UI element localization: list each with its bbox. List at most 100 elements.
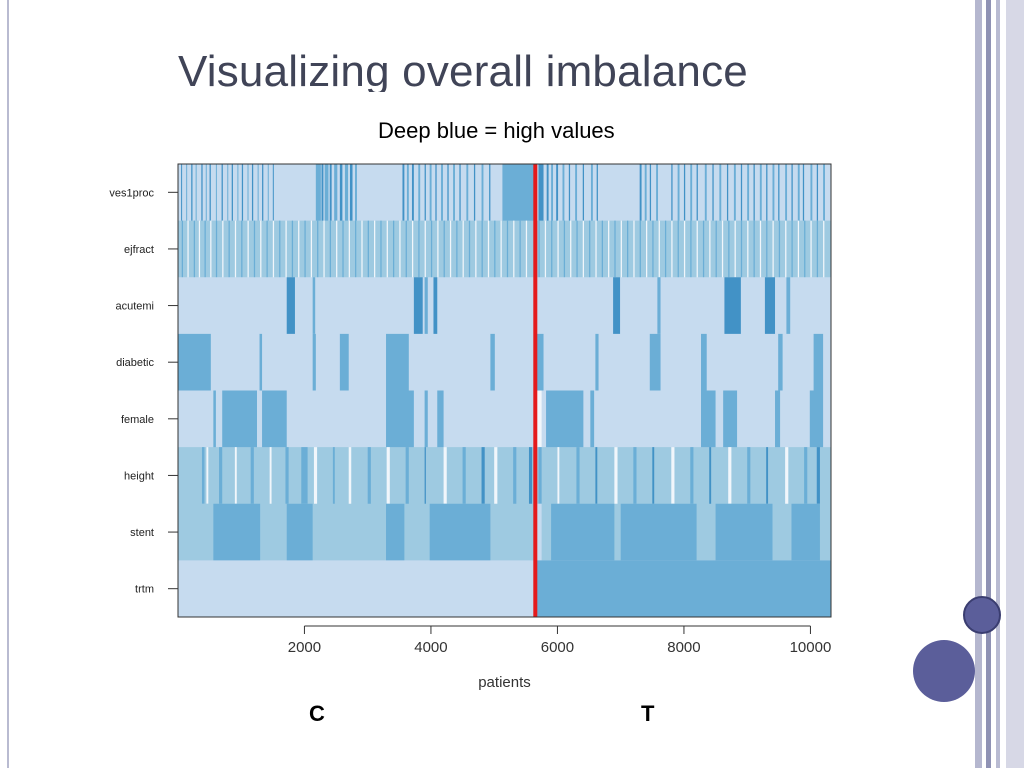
heatmap-cell [241, 164, 244, 222]
heatmap-cell [219, 447, 223, 505]
heatmap-cell [424, 390, 428, 448]
slide-right-band [986, 0, 991, 768]
heatmap-cell [231, 164, 233, 222]
group-label-t: T [641, 701, 655, 726]
heatmap-cell [557, 220, 559, 278]
heatmap-cell [355, 220, 357, 278]
heatmap-cell [633, 220, 635, 278]
heatmap-cell [424, 277, 428, 335]
heatmap-cell [772, 164, 775, 222]
heatmap-cell [701, 390, 716, 448]
heatmap-cell [639, 164, 642, 222]
heatmap-cell [195, 164, 197, 222]
heatmap-cell [525, 220, 528, 278]
heatmap-cell [816, 220, 819, 278]
heatmap-cell [430, 220, 433, 278]
heatmap-cell [726, 164, 729, 222]
heatmap-cell [753, 220, 755, 278]
heatmap-cell [709, 220, 711, 278]
x-tick-label: 2000 [288, 639, 321, 656]
heatmap-cell [329, 220, 332, 278]
slide-right-band [1006, 0, 1024, 768]
group-label-c: C [309, 701, 325, 726]
heatmap-cell [260, 220, 262, 278]
heatmap-cell [557, 447, 560, 505]
heatmap-cell [494, 447, 498, 505]
heatmap-cell [823, 164, 825, 222]
heatmap-cell [644, 164, 647, 222]
heatmap-cell [178, 503, 211, 561]
heatmap-cell [723, 390, 738, 448]
heatmap-cell [386, 333, 409, 391]
decorative-circle-small [963, 596, 1001, 634]
heatmap-cell [466, 164, 469, 222]
heatmap-cell [696, 164, 698, 222]
heatmap-cell [348, 220, 350, 278]
heatmap-cell [237, 164, 239, 222]
heatmap-cell [253, 220, 256, 278]
heatmap-cell [562, 164, 565, 222]
heatmap-cell [786, 277, 791, 335]
heatmap-cell [671, 164, 673, 222]
heatmap-cell [589, 220, 591, 278]
heatmap-cell [797, 164, 800, 222]
heatmap-cell [551, 164, 554, 222]
heatmap-cell [633, 447, 637, 505]
heatmap-cell [186, 164, 188, 222]
heatmap-cell [402, 164, 405, 222]
heatmap-cell [582, 220, 585, 278]
heatmap-cell [519, 220, 521, 278]
heatmap-cell [535, 333, 544, 391]
y-tick-label: height [124, 470, 154, 482]
heatmap-cell [405, 220, 407, 278]
heatmap-cell [247, 164, 249, 222]
heatmap-cell [475, 220, 477, 278]
heatmap-cell [222, 220, 224, 278]
heatmap-cell [204, 220, 206, 278]
heatmap-cell [804, 447, 808, 505]
heatmap-cell [312, 333, 316, 391]
chart-subtitle: Deep blue = high values [378, 118, 615, 143]
heatmap-cell [418, 220, 420, 278]
heatmap-cell [459, 164, 461, 222]
heatmap-cell [506, 220, 509, 278]
heatmap-cell [301, 447, 308, 505]
heatmap-cell [304, 220, 306, 278]
heatmap-cell [201, 164, 203, 222]
heatmap-cell [490, 333, 495, 391]
heatmap-cell [334, 164, 338, 222]
heatmap-cell [728, 447, 732, 505]
y-tick-label: stent [130, 527, 154, 539]
heatmap-cell [209, 164, 211, 222]
heatmap-cell [677, 220, 679, 278]
heatmap-cell [429, 164, 432, 222]
heatmap-cell [590, 164, 593, 222]
heatmap-cell [443, 447, 447, 505]
heatmap-cell [690, 447, 694, 505]
heatmap-cell [759, 220, 762, 278]
heatmap-row-diabetic [178, 333, 831, 391]
heatmap-cell [266, 220, 268, 278]
heatmap-cell [656, 164, 659, 222]
heatmap-cell [386, 220, 388, 278]
heatmap-cell [269, 447, 272, 505]
heatmap-cell [595, 447, 598, 505]
heatmap-cell [424, 447, 426, 505]
heatmap-cell [344, 164, 349, 222]
heatmap-cell [424, 164, 426, 222]
heatmap-cell [349, 164, 353, 222]
heatmap-cell [267, 164, 269, 222]
heatmap-cell [747, 164, 750, 222]
heatmap-cell [481, 447, 485, 505]
heatmap-cell [728, 220, 730, 278]
heatmap-cell [399, 220, 401, 278]
heatmap-cell [595, 333, 599, 391]
heatmap-cell [437, 220, 439, 278]
heatmap-cell [733, 164, 736, 222]
heatmap-cell [433, 277, 438, 335]
heatmap-cell [262, 390, 287, 448]
heatmap-cell [671, 447, 675, 505]
heatmap-cell [747, 220, 749, 278]
heatmap-cell [291, 220, 294, 278]
heatmap-cell [339, 333, 349, 391]
